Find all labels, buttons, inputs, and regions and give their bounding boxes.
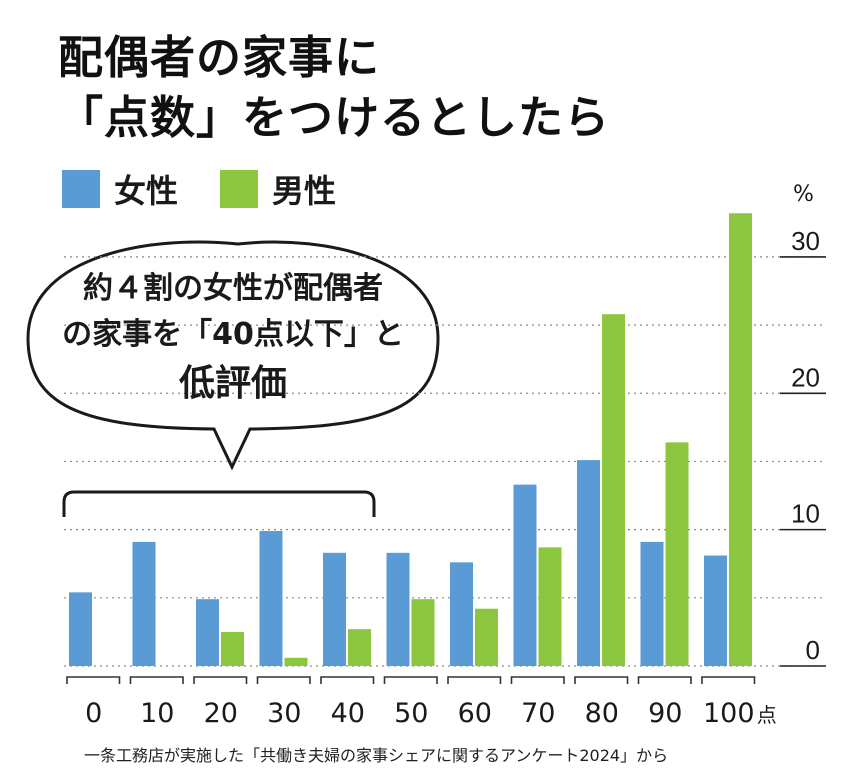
x-tick-label: 30 xyxy=(267,698,301,729)
title-line-2: 「点数」をつけるとしたら xyxy=(58,91,611,144)
bar-male xyxy=(475,608,498,666)
bar-male xyxy=(665,442,689,666)
x-tick-label: 50 xyxy=(394,698,428,729)
bar-female xyxy=(704,555,727,666)
x-category-bracket xyxy=(320,676,375,684)
callout-line-2: の家事を「40点以下」と xyxy=(62,317,404,352)
callout-line-1: 約４割の女性が配偶者 xyxy=(83,271,383,306)
legend-item-male: 男性 xyxy=(220,166,336,212)
legend-label-female: 女性 xyxy=(114,172,179,210)
legend-label-male: 男性 xyxy=(272,172,337,210)
x-tick-label: 70 xyxy=(521,698,555,729)
legend-item-female: 女性 xyxy=(62,166,178,212)
x-axis-unit: 点 xyxy=(757,703,777,727)
y-tick-label: 30 xyxy=(791,226,820,256)
callout-line-3: 低評価 xyxy=(178,363,287,404)
bar-female xyxy=(386,552,410,666)
bar-female xyxy=(132,541,156,666)
bar-female xyxy=(69,592,92,666)
x-category-bracket xyxy=(574,676,629,684)
x-tick-label: 40 xyxy=(331,698,365,729)
x-category-bracket xyxy=(66,676,121,684)
x-tick-label: 10 xyxy=(140,698,174,729)
speech-bubble xyxy=(26,240,440,471)
legend: 女性 男性 xyxy=(62,166,378,212)
x-tick-label: 100 xyxy=(703,698,755,729)
bar-male xyxy=(411,599,435,666)
x-tick-label: 60 xyxy=(458,698,492,729)
bar-female xyxy=(196,599,219,666)
bar-female xyxy=(323,552,346,666)
x-tick-label: 0 xyxy=(85,698,102,729)
bar-female xyxy=(259,531,283,666)
legend-swatch-male xyxy=(220,170,259,208)
callout-bracket xyxy=(62,490,376,517)
x-category-bracket xyxy=(447,676,502,684)
bar-female xyxy=(450,562,473,666)
x-category-bracket xyxy=(129,676,184,684)
bar-male xyxy=(284,657,308,666)
y-tick-label: 10 xyxy=(791,499,820,529)
x-category-bracket xyxy=(256,676,311,684)
x-category-bracket xyxy=(383,676,438,684)
x-category-bracket xyxy=(701,676,756,684)
bar-female xyxy=(640,541,664,666)
bar-female xyxy=(513,484,537,666)
title-line-1: 配偶者の家事に xyxy=(58,31,381,84)
source-note: 一条工務店が実施した「共働き夫婦の家事シェアに関するアンケート2024」から xyxy=(84,746,669,765)
x-tick-label: 20 xyxy=(204,698,238,729)
bar-male xyxy=(729,213,752,667)
chart-title: 配偶者の家事に 「点数」をつけるとしたら xyxy=(58,28,610,148)
x-category-bracket xyxy=(193,676,248,684)
bar-male xyxy=(602,314,625,666)
bar-female xyxy=(577,460,600,666)
y-tick-label: 0 xyxy=(806,635,820,665)
bar-male xyxy=(348,629,371,666)
x-category-bracket xyxy=(510,676,565,684)
y-axis-unit: % xyxy=(793,182,814,207)
x-tick-label: 90 xyxy=(648,698,682,729)
y-tick-label: 20 xyxy=(791,362,820,392)
legend-swatch-female xyxy=(62,170,100,208)
x-tick-label: 80 xyxy=(585,698,619,729)
x-category-bracket xyxy=(637,676,692,684)
bar-male xyxy=(538,547,562,666)
callout-text: 約４割の女性が配偶者 の家事を「40点以下」と 低評価 xyxy=(30,266,436,410)
bar-male xyxy=(221,631,244,666)
